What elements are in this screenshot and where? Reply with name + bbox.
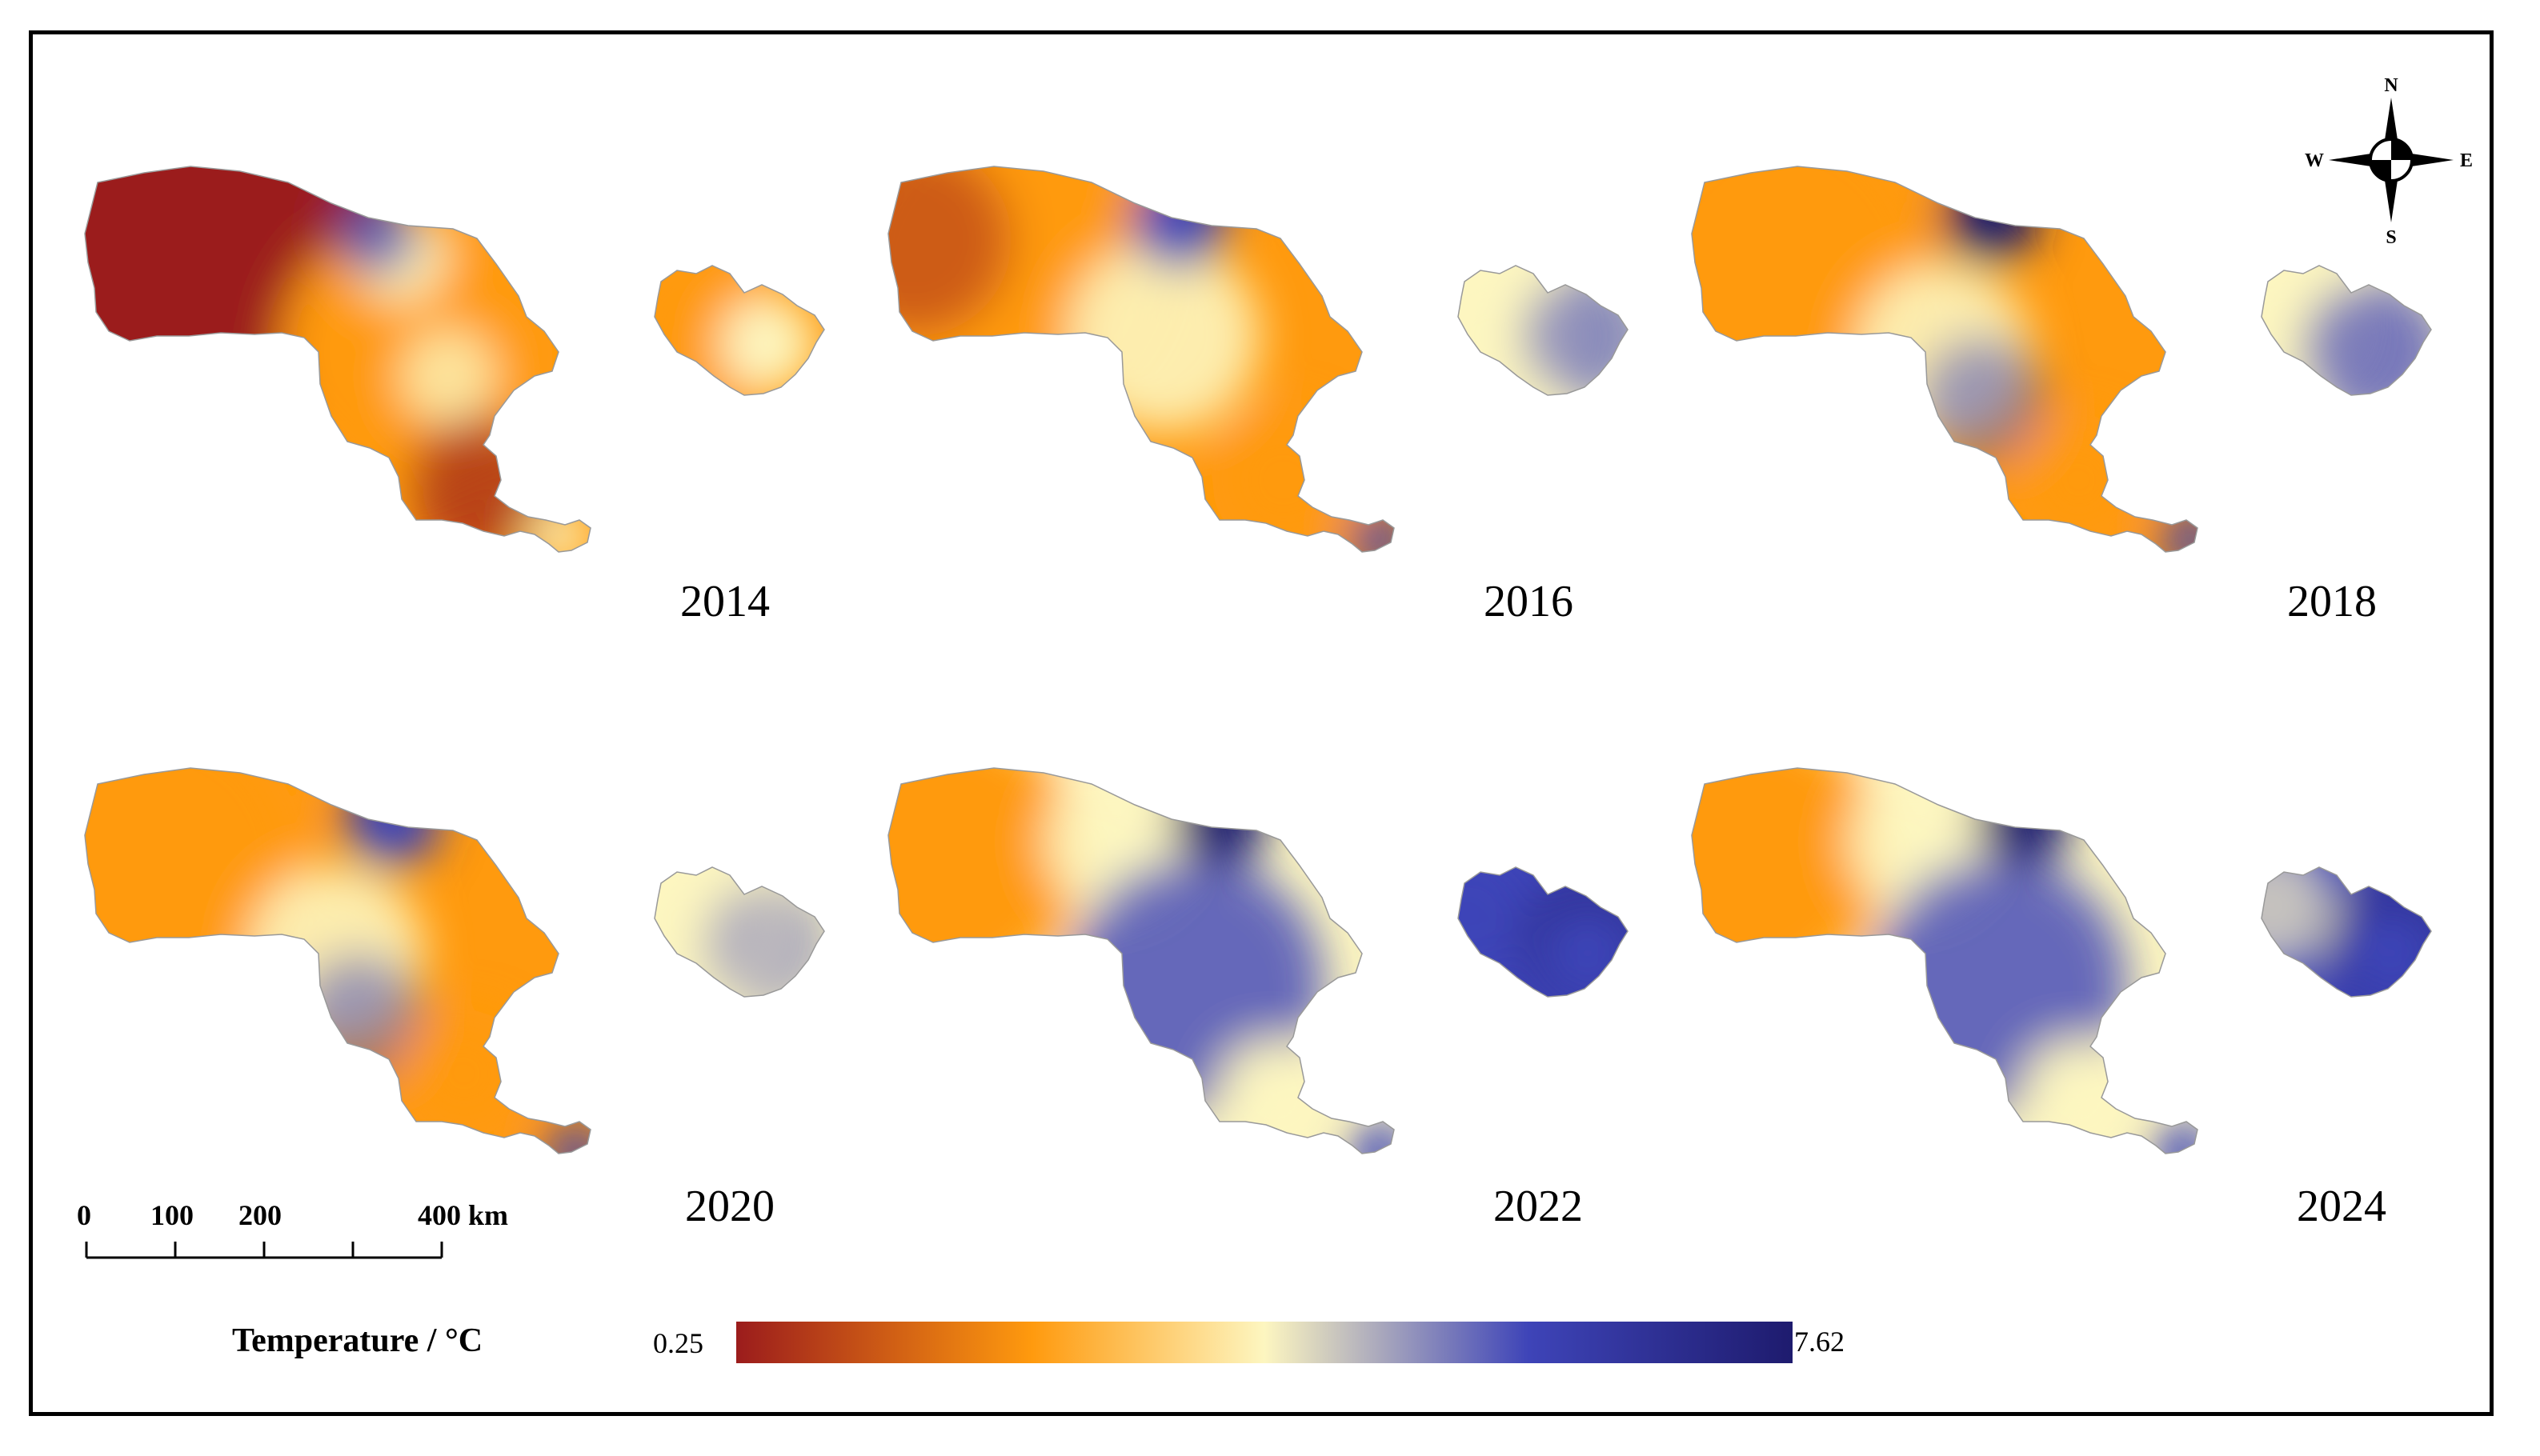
year-label-2020: 2020: [685, 1182, 775, 1231]
scale-tick-400: 400 km: [418, 1199, 509, 1231]
compass-west-label: W: [2305, 150, 2324, 171]
legend-min-value: 0.25: [653, 1327, 703, 1359]
legend-color-bar: [736, 1322, 1793, 1363]
year-label-2024: 2024: [2297, 1182, 2386, 1231]
legend-title: Temperature / °C: [232, 1322, 483, 1359]
scale-tick-0: 0: [77, 1199, 91, 1231]
year-label-2022: 2022: [1493, 1182, 1583, 1231]
scale-bar: [85, 1242, 443, 1259]
map-panel-2016: [887, 166, 1629, 553]
compass-rose-icon: N S E W: [2305, 75, 2473, 248]
map-panel-2020: [84, 767, 825, 1154]
scale-tick-200: 200: [238, 1199, 282, 1231]
year-label-2016: 2016: [1484, 577, 1573, 626]
map-frame: [29, 30, 2494, 1416]
compass-south-label: S: [2386, 227, 2396, 248]
map-panel-2018: [1691, 166, 2432, 553]
year-label-2018: 2018: [2287, 577, 2377, 626]
map-panel-2014: [84, 166, 825, 553]
legend-max-value: 7.62: [1794, 1326, 1845, 1358]
year-label-2014: 2014: [680, 577, 770, 626]
scale-tick-100: 100: [150, 1199, 194, 1231]
compass-east-label: E: [2460, 150, 2473, 171]
map-panel-2024: [1691, 767, 2432, 1154]
compass-north-label: N: [2384, 75, 2398, 96]
map-panel-2022: [887, 767, 1629, 1154]
